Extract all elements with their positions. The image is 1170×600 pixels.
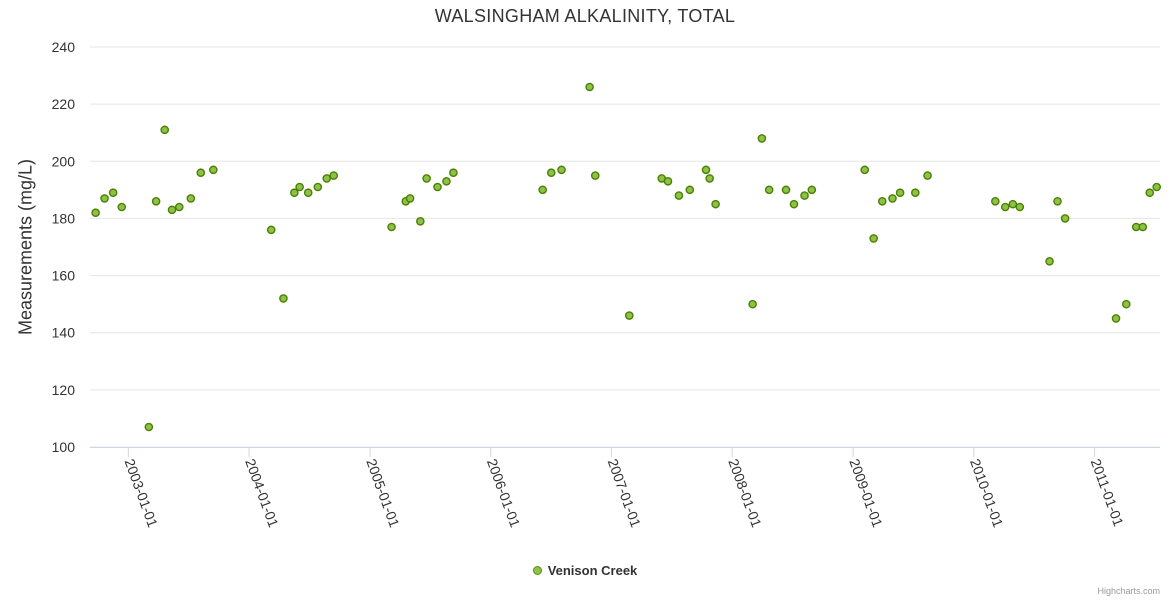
data-point[interactable]	[1053, 196, 1062, 206]
data-point[interactable]	[764, 185, 774, 195]
data-point[interactable]	[151, 196, 161, 206]
data-point[interactable]	[911, 188, 920, 198]
data-point[interactable]	[117, 202, 127, 212]
data-point[interactable]	[1008, 199, 1018, 209]
data-point[interactable]	[313, 182, 323, 192]
data-point[interactable]	[290, 188, 299, 198]
data-point[interactable]	[279, 294, 288, 303]
data-point[interactable]	[1138, 222, 1148, 232]
data-point[interactable]	[590, 171, 600, 180]
y-tick-label: 100	[52, 439, 76, 455]
data-point[interactable]	[895, 188, 905, 198]
data-point[interactable]	[1152, 182, 1161, 192]
axes: 100 120 140 160 180 200 220 240 2003-01-01 2004-0…	[52, 39, 1160, 530]
data-point[interactable]	[416, 216, 425, 226]
data-point[interactable]	[923, 171, 932, 180]
data-point[interactable]	[422, 174, 431, 183]
credits-link[interactable]: Highcharts.com	[1097, 586, 1160, 596]
data-point[interactable]	[108, 188, 118, 198]
data-point[interactable]	[860, 165, 870, 175]
data-point[interactable]	[266, 225, 276, 235]
data-point[interactable]	[624, 311, 634, 320]
y-tick-label: 140	[52, 325, 76, 341]
data-point[interactable]	[789, 199, 799, 209]
data-point[interactable]	[449, 168, 458, 178]
x-tick-label: 2011-01-01	[1088, 457, 1127, 529]
data-point[interactable]	[322, 174, 332, 183]
data-points	[91, 82, 1161, 432]
data-point[interactable]	[405, 194, 415, 203]
x-tick-label: 2005-01-01	[363, 457, 403, 530]
x-tick-label: 2007-01-01	[605, 457, 645, 530]
data-point[interactable]	[781, 185, 791, 195]
data-point[interactable]	[869, 234, 878, 243]
data-point[interactable]	[663, 176, 673, 186]
data-point[interactable]	[100, 194, 109, 203]
data-point[interactable]	[585, 82, 594, 92]
data-point[interactable]	[557, 165, 566, 175]
y-tick-label: 180	[52, 210, 76, 226]
data-point[interactable]	[1015, 202, 1025, 212]
data-point[interactable]	[387, 222, 396, 232]
data-point[interactable]	[174, 202, 184, 212]
data-point[interactable]	[888, 194, 897, 203]
x-tick-label: 2004-01-01	[242, 457, 282, 530]
data-point[interactable]	[91, 208, 100, 218]
data-point[interactable]	[674, 191, 684, 200]
data-point[interactable]	[1045, 256, 1054, 266]
y-tick-label: 200	[52, 153, 76, 169]
data-point[interactable]	[546, 168, 556, 178]
data-point[interactable]	[538, 185, 547, 195]
legend-label: Venison Creek	[547, 563, 638, 578]
data-point[interactable]	[1000, 202, 1010, 212]
data-point[interactable]	[711, 199, 720, 209]
x-tick-label: 2009-01-01	[846, 457, 886, 530]
data-point[interactable]	[329, 171, 338, 180]
data-point[interactable]	[442, 176, 451, 186]
y-tick-label: 120	[52, 382, 76, 398]
legend-marker-icon	[532, 566, 542, 575]
y-tick-label: 160	[52, 268, 76, 284]
data-point[interactable]	[209, 165, 218, 175]
gridlines	[90, 46, 1160, 448]
data-point[interactable]	[800, 191, 809, 200]
data-point[interactable]	[1111, 314, 1121, 323]
y-tick-label: 220	[52, 96, 76, 112]
y-tick-label: 240	[52, 39, 76, 55]
x-tick-label: 2008-01-01	[725, 457, 765, 530]
data-point[interactable]	[1145, 188, 1155, 198]
data-point[interactable]	[303, 188, 313, 198]
chart-title: WALSINGHAM ALKALINITY, TOTAL	[434, 6, 736, 26]
data-point[interactable]	[877, 196, 887, 206]
x-tick-label: 2006-01-01	[484, 457, 524, 530]
data-point[interactable]	[144, 422, 154, 432]
data-point[interactable]	[295, 182, 304, 192]
data-point[interactable]	[757, 134, 767, 143]
data-point[interactable]	[160, 125, 170, 135]
data-point[interactable]	[167, 205, 177, 215]
data-point[interactable]	[186, 194, 196, 203]
data-point[interactable]	[701, 165, 711, 175]
x-tick-label: 2003-01-01	[122, 457, 162, 530]
data-point[interactable]	[807, 185, 817, 195]
data-point[interactable]	[748, 299, 757, 309]
data-point[interactable]	[1121, 299, 1131, 309]
data-point[interactable]	[196, 168, 206, 178]
data-point[interactable]	[1060, 214, 1070, 223]
data-point[interactable]	[705, 174, 714, 183]
data-point[interactable]	[685, 185, 695, 195]
x-tick-label: 2010-01-01	[967, 457, 1007, 530]
data-point[interactable]	[433, 182, 442, 192]
data-point[interactable]	[991, 196, 1000, 206]
legend: Venison Creek	[0, 563, 1170, 578]
legend-item-venison-creek[interactable]: Venison Creek	[532, 563, 638, 578]
